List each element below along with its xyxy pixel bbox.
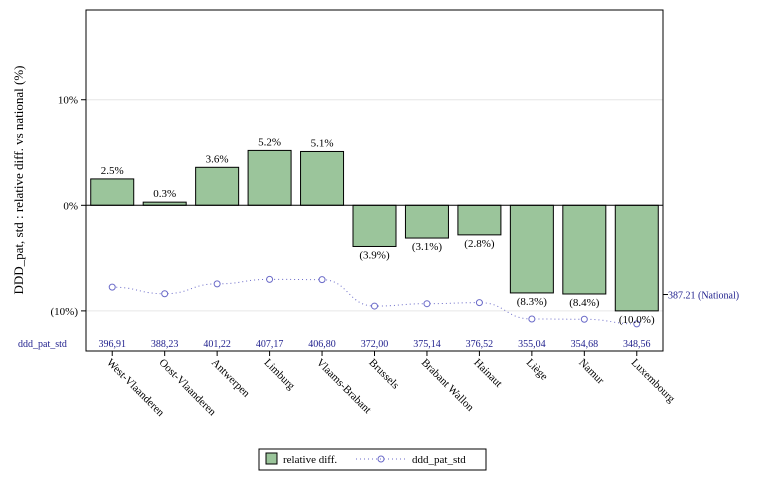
x-category-label: Luxembourg xyxy=(629,357,678,406)
bar xyxy=(247,149,292,206)
ddd-point xyxy=(528,315,536,323)
ddd-series-line xyxy=(112,278,637,325)
legend-bar-swatch xyxy=(265,452,278,465)
ddd-point xyxy=(423,300,431,308)
gridlines xyxy=(86,99,663,312)
bar-value-label: 5.2% xyxy=(258,136,281,148)
bar xyxy=(352,204,397,247)
x-category-label: Liège xyxy=(524,357,550,383)
bar xyxy=(404,204,449,239)
x-category-label: Brabant Wallon xyxy=(419,357,477,415)
bar-value-label: (2.8%) xyxy=(464,238,495,250)
bar xyxy=(614,204,659,312)
ddd-row-title: ddd_pat_std xyxy=(18,339,67,350)
ddd-value-label: 375,14 xyxy=(413,339,441,350)
ddd-point xyxy=(318,276,326,284)
ddd-value-label: 396,91 xyxy=(98,339,126,350)
ddd-point xyxy=(213,280,221,288)
ddd-value-label: 406,80 xyxy=(308,339,336,350)
ddd-value-label: 348,56 xyxy=(623,339,651,350)
bar-value-label: (3.9%) xyxy=(359,249,390,261)
bar-value-label: (8.3%) xyxy=(517,296,548,308)
bar-value-label: (10.0%) xyxy=(619,314,655,326)
ddd-point xyxy=(161,290,169,298)
bar-value-label: 0.3% xyxy=(153,188,176,200)
ddd-value-label: 355,04 xyxy=(518,339,546,350)
x-category-label: Antwerpen xyxy=(209,357,252,400)
y-tick-label: 10% xyxy=(58,95,78,107)
bar-value-label: 3.6% xyxy=(206,153,229,165)
legend-label-line: ddd_pat_std xyxy=(412,454,466,466)
y-tick-label: (10%) xyxy=(51,306,79,318)
data-labels: 2.5% 0.3% 3.6% 5.2% 5.1% (3.9%) (3.1%) (2.8%) (8… xyxy=(98,136,654,350)
x-category-label: Vlaams-Brabant xyxy=(314,357,373,416)
ddd-value-label: 388,23 xyxy=(151,339,179,350)
bar-value-label: (3.1%) xyxy=(412,241,443,253)
national-reference-label: 387.21 (National) xyxy=(668,291,739,302)
bar xyxy=(562,204,607,295)
bar-value-label: 5.1% xyxy=(311,137,334,149)
bar xyxy=(90,178,135,206)
bar-value-label: (8.4%) xyxy=(569,297,600,309)
ddd-value-label: 354,68 xyxy=(571,339,599,350)
bars xyxy=(90,149,659,312)
ddd-point xyxy=(633,320,641,328)
bar xyxy=(300,150,345,206)
ddd-point xyxy=(108,283,116,291)
ddd-point xyxy=(580,315,588,323)
x-category-label: Hainaut xyxy=(471,357,504,390)
ddd-line xyxy=(108,275,641,328)
ddd-point xyxy=(475,299,483,307)
ddd-point xyxy=(266,275,274,283)
bar-value-label: 2.5% xyxy=(101,165,124,177)
bar xyxy=(509,204,554,294)
legend-line-marker xyxy=(377,455,385,463)
ddd-value-label: 401,22 xyxy=(203,339,231,350)
x-category-label: Namur xyxy=(576,357,606,387)
x-category-label: West-Vlaanderen xyxy=(104,357,167,420)
ddd-value-label: 376,52 xyxy=(466,339,494,350)
bar xyxy=(195,166,240,206)
legend-label-bars: relative diff. xyxy=(283,454,337,466)
y-tick-label: 0% xyxy=(63,200,78,212)
y-axis-title: DDD_pat, std : relative diff. vs nationa… xyxy=(11,65,26,294)
bar xyxy=(457,204,502,236)
legend: relative diff. ddd_pat_std xyxy=(258,448,487,471)
x-category-label: Limburg xyxy=(261,357,297,393)
ddd-point xyxy=(371,302,378,310)
ddd-value-label: 372,00 xyxy=(361,339,389,350)
ddd-value-label: 407,17 xyxy=(256,339,284,350)
x-category-label: Brussels xyxy=(366,357,401,392)
